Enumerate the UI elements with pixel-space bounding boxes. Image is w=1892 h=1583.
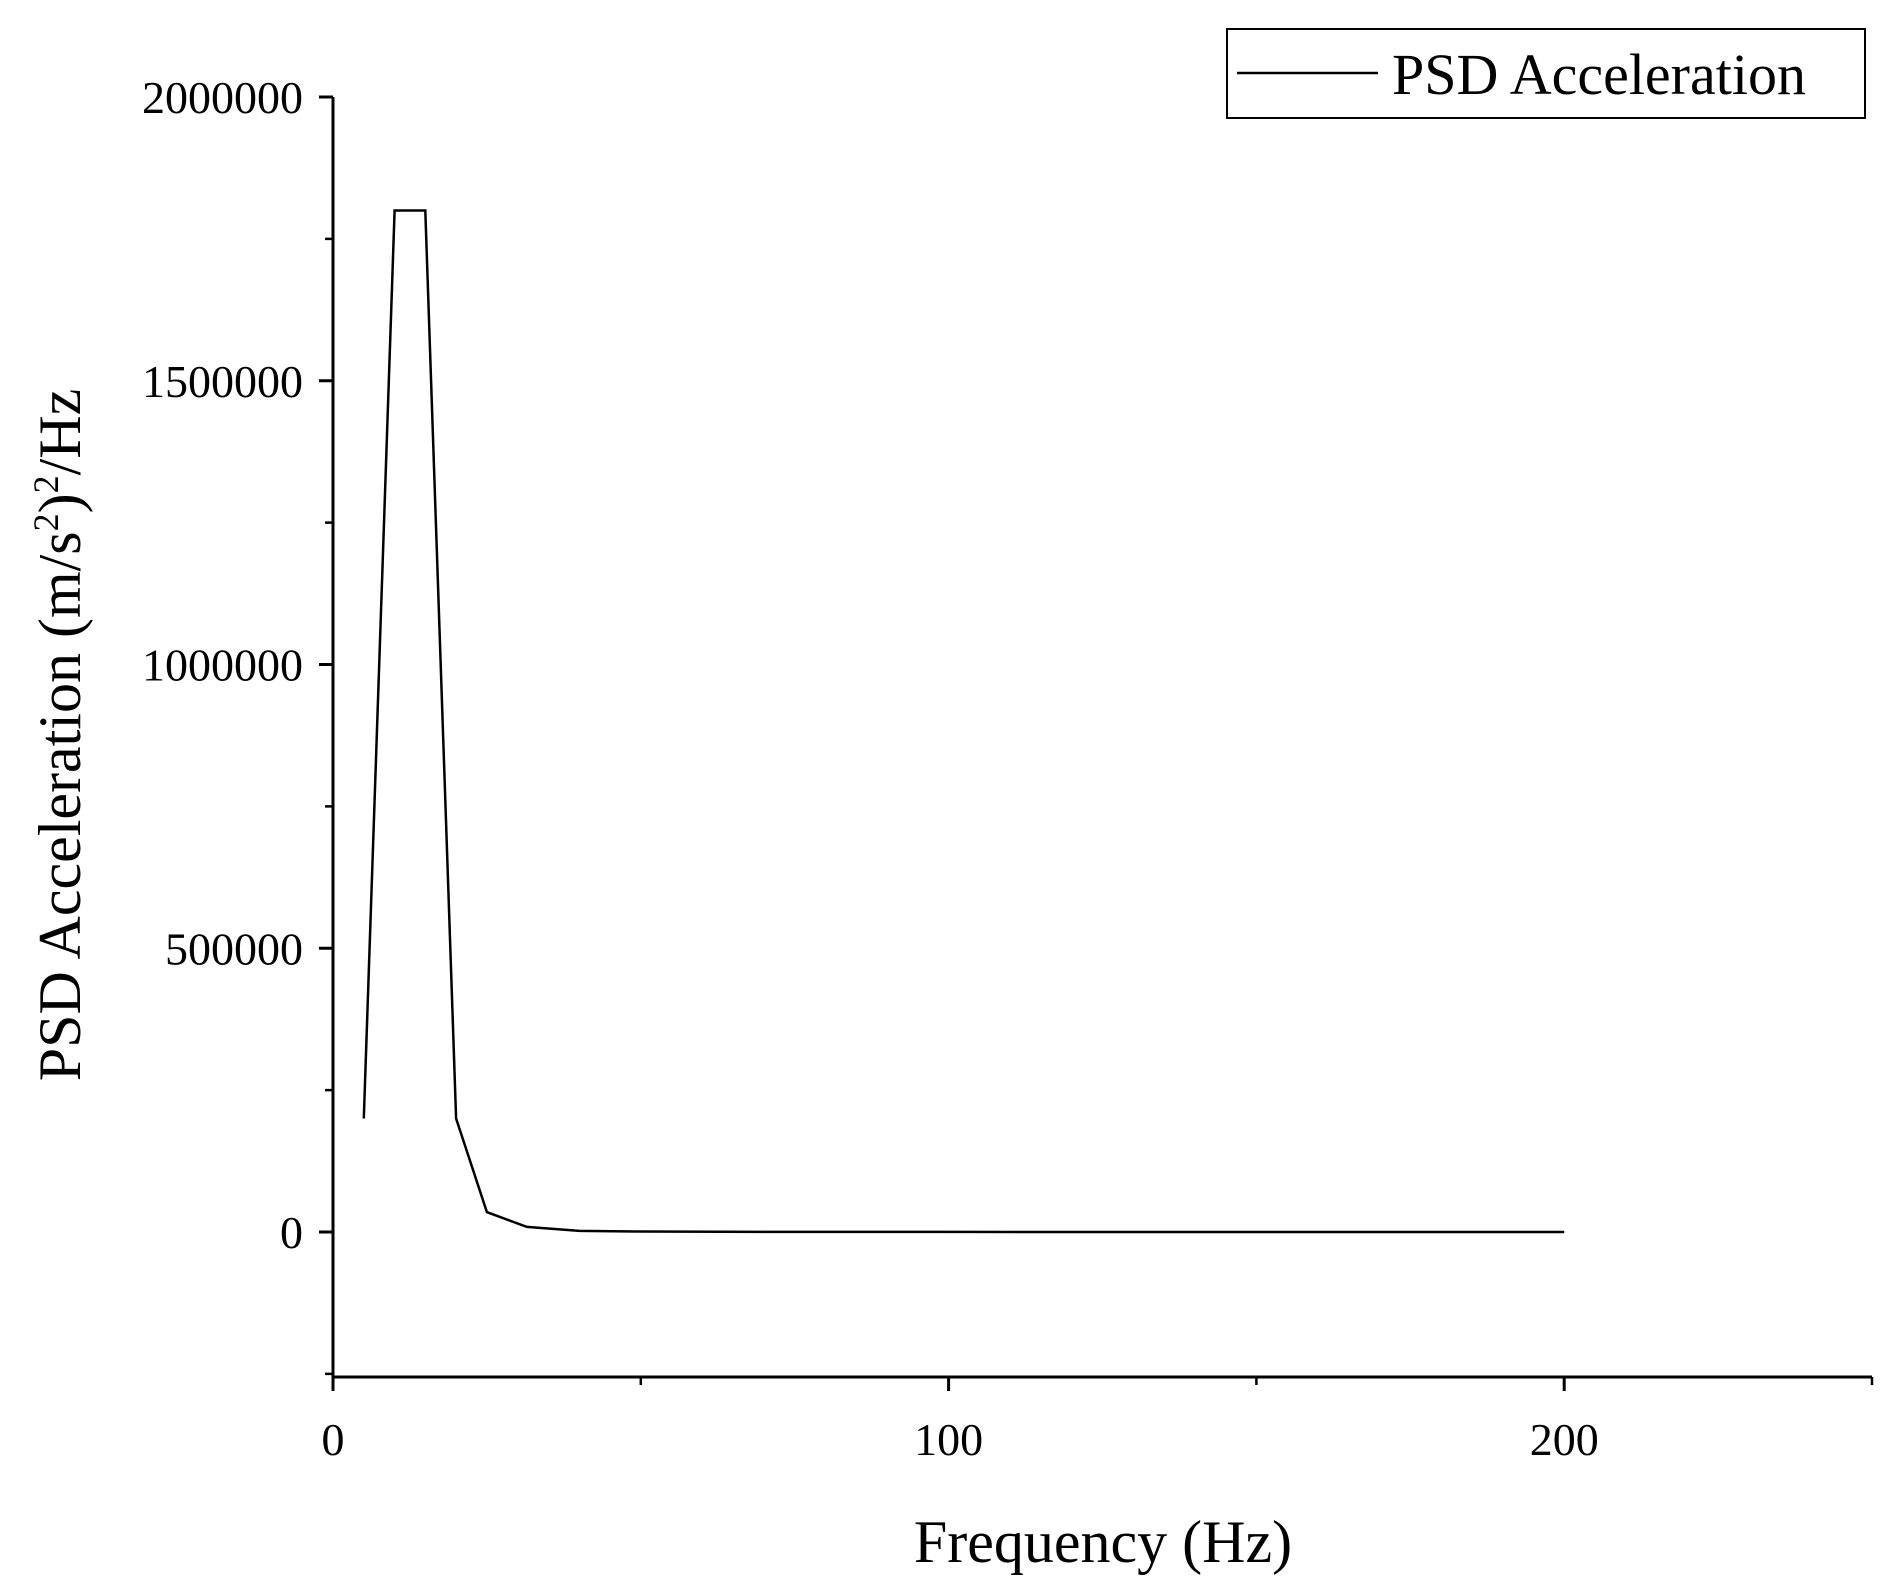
y-axis-title-prefix: PSD Acceleration (m/s (27, 531, 93, 1081)
y-axis-title-mid: ) (27, 493, 93, 513)
y-tick-label: 500000 (165, 923, 303, 974)
y-axis-title-sup2: 2 (26, 475, 66, 493)
y-axis-title-sup1: 2 (26, 513, 66, 531)
x-tick-label: 100 (914, 1414, 983, 1465)
x-ticks: 0 100 200 (322, 1377, 1874, 1465)
legend-box (1226, 28, 1866, 119)
y-axis-title: PSD Acceleration (m/s2)2/Hz (26, 389, 93, 1082)
y-tick-label: 2000000 (142, 72, 303, 123)
x-axis-title: Frequency (Hz) (914, 1509, 1292, 1575)
y-tick-label: 0 (280, 1207, 303, 1258)
series-line (362, 209, 1565, 1234)
y-tick-label: 1500000 (142, 356, 303, 407)
y-axis-title-suffix: /Hz (27, 389, 93, 476)
axes: 0 500000 1000000 1500000 2000000 0 100 200 (142, 72, 1874, 1465)
x-tick-label: 0 (322, 1414, 345, 1465)
legend-label: PSD Acceleration (1392, 42, 1806, 107)
y-ticks: 0 500000 1000000 1500000 2000000 (142, 72, 333, 1376)
x-tick-label: 200 (1530, 1414, 1599, 1465)
y-tick-label: 1000000 (142, 640, 303, 691)
legend: PSD Acceleration (1226, 28, 1866, 119)
series-layer (362, 209, 1565, 1234)
